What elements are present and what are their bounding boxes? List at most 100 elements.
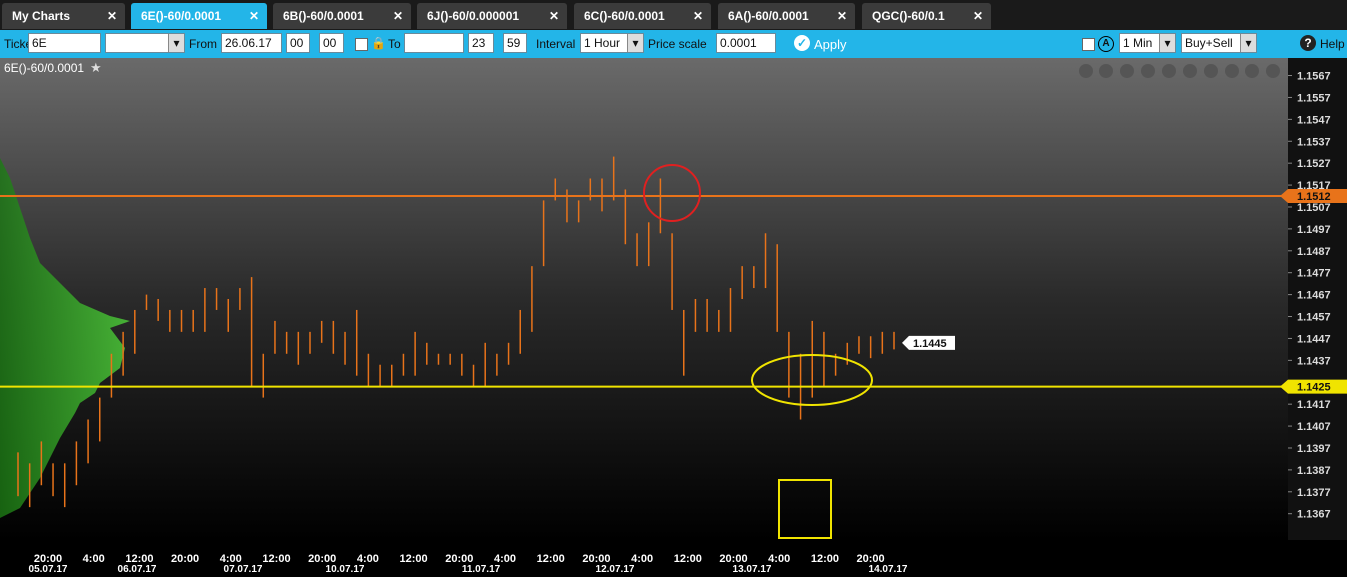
x-time-label: 4:00 <box>494 553 516 565</box>
y-tick-label: 1.1437 <box>1297 355 1331 367</box>
y-tick-label: 1.1557 <box>1297 92 1331 104</box>
timeframe-select[interactable]: 1 Min <box>1119 33 1176 53</box>
from-date[interactable]: 26.06.17 <box>221 33 282 53</box>
x-time-label: 12:00 <box>400 553 428 565</box>
x-time-label: 12:00 <box>537 553 565 565</box>
label: To <box>388 37 401 51</box>
x-time-label: 4:00 <box>83 553 105 565</box>
x-time-label: 4:00 <box>357 553 379 565</box>
y-tick-label: 1.1447 <box>1297 333 1331 345</box>
y-tick-label: 1.1487 <box>1297 246 1331 258</box>
y-tick-label: 1.1547 <box>1297 114 1331 126</box>
x-time-label: 12:00 <box>125 553 153 565</box>
last-price-label: 1.1445 <box>913 338 947 350</box>
from-minute[interactable]: 00 <box>319 33 344 53</box>
x-date-label: 07.07.17 <box>224 564 263 575</box>
axis-background <box>1288 58 1347 540</box>
tab[interactable]: 6C()-60/0.0001 ✕ <box>574 3 711 29</box>
x-time-label: 20:00 <box>308 553 336 565</box>
volume-profile <box>0 158 130 518</box>
y-tick-label: 1.1507 <box>1297 202 1331 214</box>
tab[interactable]: 6J()-60/0.000001 ✕ <box>417 3 567 29</box>
y-tick-label: 1.1417 <box>1297 399 1331 411</box>
price-marker-label: 1.1512 <box>1297 191 1331 203</box>
help-icon: ? <box>1300 35 1316 51</box>
annotation-box <box>778 479 832 539</box>
tab[interactable]: 6A()-60/0.0001 ✕ <box>718 3 855 29</box>
tab-label: 6J()-60/0.000001 <box>427 9 520 23</box>
y-tick-label: 1.1407 <box>1297 421 1331 433</box>
price-marker-label: 1.1425 <box>1297 382 1331 394</box>
x-time-label: 20:00 <box>171 553 199 565</box>
y-tick-label: 1.1537 <box>1297 136 1331 148</box>
chart: 6E()-60/0.0001 ★ 1.1567 1.1557 1.1547 1.153… <box>0 58 1347 577</box>
x-date-label: 13.07.17 <box>733 564 772 575</box>
annotation-circle <box>643 164 701 222</box>
tab[interactable]: 6B()-60/0.0001 ✕ <box>273 3 411 29</box>
tab-label: My Charts <box>12 9 71 23</box>
annotation-ellipse <box>751 354 873 406</box>
price-marker <box>1280 379 1347 394</box>
x-date-label: 05.07.17 <box>29 564 68 575</box>
x-time-label: 20:00 <box>34 553 62 565</box>
from-hour[interactable]: 00 <box>286 33 310 53</box>
help-link[interactable]: Help <box>1320 37 1345 51</box>
tab-label: 6E()-60/0.0001 <box>141 9 222 23</box>
apply-button[interactable]: Apply <box>814 37 847 52</box>
tab-label: 6B()-60/0.0001 <box>283 9 364 23</box>
x-axis-background <box>0 540 1347 577</box>
x-time-label: 20:00 <box>857 553 885 565</box>
tab[interactable]: My Charts ✕ <box>2 3 125 29</box>
tab[interactable]: QGC()-60/0.1 ✕ <box>862 3 991 29</box>
plot-background <box>0 58 1288 540</box>
x-time-label: 12:00 <box>262 553 290 565</box>
to-hour[interactable]: 23 <box>468 33 494 53</box>
y-tick-label: 1.1497 <box>1297 224 1331 236</box>
interval-select[interactable]: 1 Hour <box>580 33 644 53</box>
x-time-label: 20:00 <box>582 553 610 565</box>
y-tick-label: 1.1367 <box>1297 509 1331 521</box>
x-date-label: 14.07.17 <box>869 564 908 575</box>
x-time-label: 12:00 <box>811 553 839 565</box>
y-tick-label: 1.1397 <box>1297 443 1331 455</box>
x-date-label: 11.07.17 <box>462 564 501 575</box>
x-date-label: 12.07.17 <box>596 564 635 575</box>
tab-label: 6A()-60/0.0001 <box>728 9 809 23</box>
y-tick-label: 1.1457 <box>1297 312 1331 324</box>
tab-label: 6C()-60/0.0001 <box>584 9 665 23</box>
toolbar-icons <box>1079 64 1280 78</box>
label: Interval <box>536 37 576 51</box>
tab-label: QGC()-60/0.1 <box>872 9 945 23</box>
x-time-label: 4:00 <box>768 553 790 565</box>
y-tick-label: 1.1377 <box>1297 487 1331 499</box>
ticker-input[interactable]: 6E <box>28 33 101 53</box>
ticker-select[interactable] <box>105 33 185 53</box>
lock-icon: 🔒 <box>371 36 386 50</box>
checkbox[interactable] <box>355 38 368 51</box>
chart-title: 6E()-60/0.0001 <box>4 61 84 75</box>
x-date-label: 06.07.17 <box>118 564 157 575</box>
auto-icon: A <box>1098 36 1114 52</box>
x-date-label: 10.07.17 <box>326 564 365 575</box>
side-select[interactable]: Buy+Sell <box>1181 33 1257 53</box>
to-minute[interactable]: 59 <box>503 33 527 53</box>
toolbar: Ticker 6E From 26.06.17 00 00 🔒 To 23 59… <box>0 30 1347 58</box>
tab[interactable]: 6E()-60/0.0001 ✕ <box>131 3 267 29</box>
x-time-label: 4:00 <box>220 553 242 565</box>
star-icon: ★ <box>90 60 102 75</box>
last-price-marker <box>902 335 955 350</box>
price-scale-input[interactable]: 0.0001 <box>716 33 776 53</box>
y-tick-label: 1.1387 <box>1297 465 1331 477</box>
y-tick-label: 1.1567 <box>1297 71 1331 83</box>
x-time-label: 20:00 <box>445 553 473 565</box>
to-date[interactable] <box>404 33 464 53</box>
y-tick-label: 1.1527 <box>1297 158 1331 170</box>
y-tick-label: 1.1477 <box>1297 268 1331 280</box>
x-time-label: 12:00 <box>674 553 702 565</box>
label: From <box>189 37 217 51</box>
price-marker <box>1280 189 1347 204</box>
label: Price scale <box>648 37 707 51</box>
checkbox[interactable] <box>1082 38 1095 51</box>
y-tick-label: 1.1467 <box>1297 290 1331 302</box>
